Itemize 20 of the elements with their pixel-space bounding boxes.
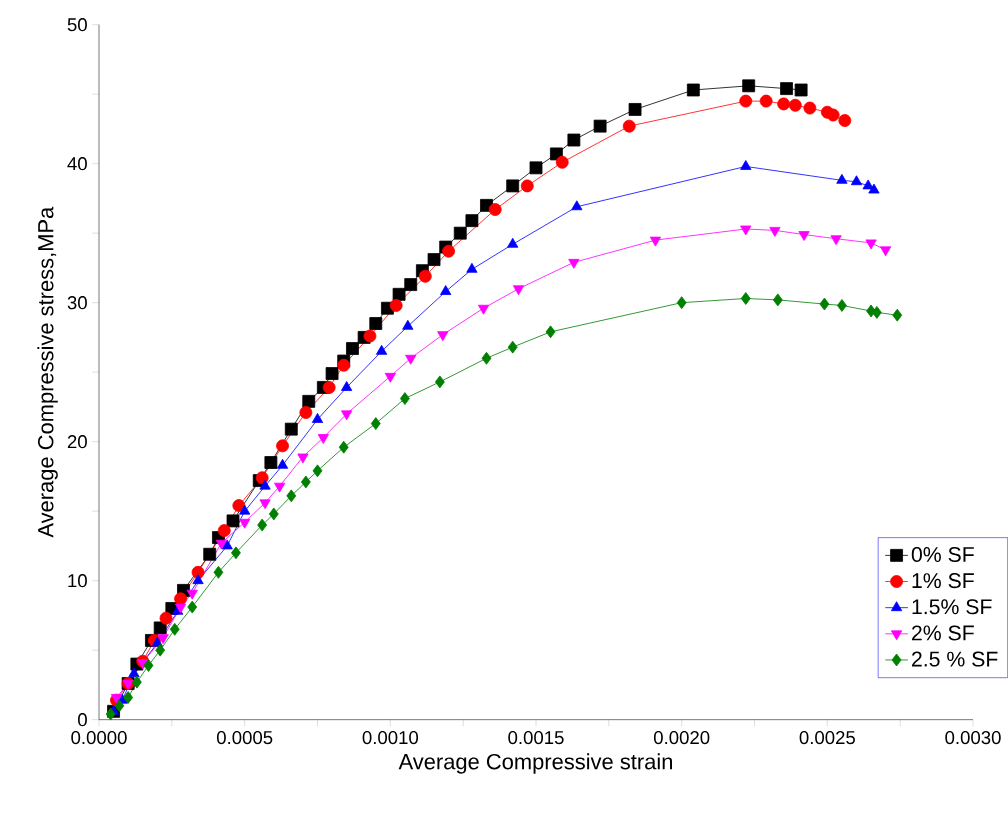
y-tick-label: 0 [78, 713, 87, 727]
legend-label: 2.5 % SF [912, 651, 998, 667]
y-tick-label: 10 [68, 574, 87, 588]
legend-label: 1% SF [912, 573, 974, 589]
legend-label: 1.5% SF [912, 599, 992, 615]
x-axis-title: Average Compressive strain [398, 753, 672, 774]
y-axis-title: Average Compressive stress,MPa [37, 206, 58, 538]
y-tick-label: 40 [67, 157, 87, 171]
x-tick-label: 0.0030 [945, 731, 1001, 745]
y-tick-label: 50 [67, 18, 87, 32]
x-tick-label: 0.0025 [799, 731, 855, 745]
x-tick-label: 0.0005 [216, 731, 273, 745]
x-tick-label: 0.0000 [71, 731, 127, 745]
legend-label: 0% SF [911, 546, 974, 563]
x-tick-label: 0.0010 [362, 731, 419, 745]
x-tick-label: 0.0020 [653, 731, 710, 745]
x-tick-label: 0.0015 [508, 731, 564, 745]
y-tick-label: 30 [67, 296, 87, 310]
legend-label: 2% SF [912, 625, 974, 641]
y-tick-label: 20 [67, 435, 87, 449]
